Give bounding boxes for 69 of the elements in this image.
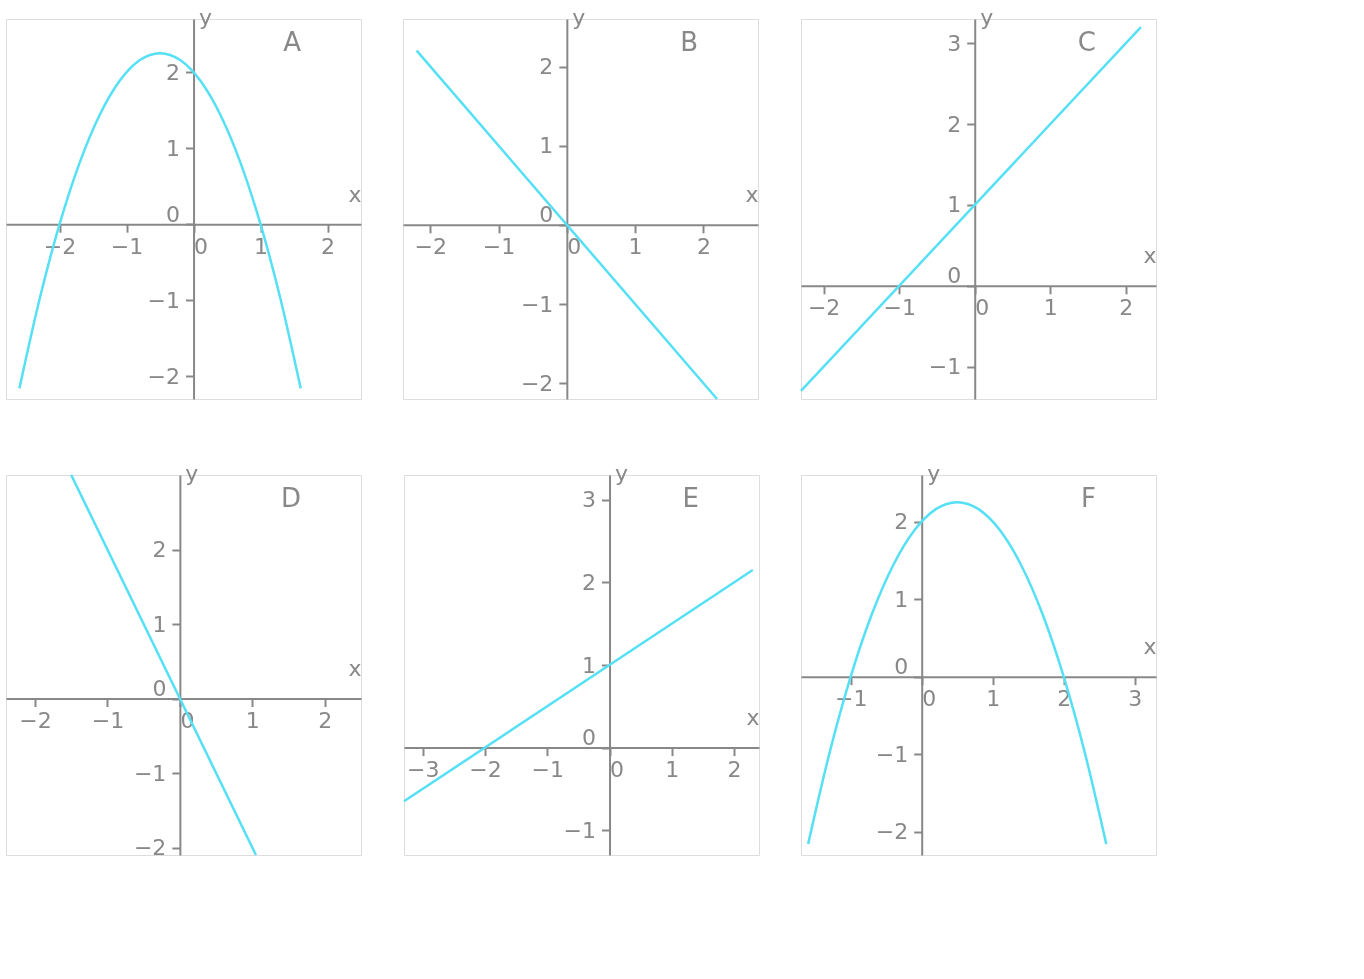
y-tick-label: 0 [539, 202, 554, 228]
y-tick-label: 2 [539, 54, 554, 79]
y-tick-label: 3 [947, 30, 962, 56]
x-axis-title: x [348, 181, 362, 207]
y-tick-label: 1 [166, 135, 181, 161]
x-tick-label: 2 [727, 757, 742, 783]
x-tick-label: −2 [19, 708, 52, 734]
x-axis-title: x [746, 705, 760, 731]
x-tick-label: 3 [1128, 686, 1143, 712]
y-tick-label: 2 [152, 537, 167, 563]
y-tick-label: 0 [166, 201, 181, 227]
x-tick-label: −2 [807, 295, 841, 321]
y-tick-label: −2 [133, 835, 167, 861]
y-tick-label: 2 [947, 111, 962, 137]
line-series [18, 51, 302, 390]
y-axis-title: y [927, 460, 941, 486]
x-tick-label: 2 [1119, 295, 1134, 321]
x-tick-label: −2 [414, 234, 448, 260]
y-axis-title: y [185, 460, 199, 486]
y-tick-label: 0 [894, 654, 909, 680]
x-tick-label: 1 [665, 757, 680, 783]
x-axis-title: x [1143, 634, 1157, 660]
x-tick-label: 0 [975, 295, 990, 321]
y-tick-label: 1 [539, 133, 554, 159]
x-tick-label: 0 [922, 686, 937, 712]
x-axis-title: x [745, 182, 759, 208]
y-tick-label: 1 [894, 586, 909, 612]
y-tick-label: 1 [947, 192, 962, 218]
y-tick-label: 1 [582, 652, 597, 678]
x-tick-label: 0 [194, 233, 209, 259]
x-tick-label: 1 [1043, 295, 1058, 321]
y-tick-label: 3 [582, 487, 597, 513]
x-tick-label: 2 [696, 234, 711, 260]
x-tick-label: 1 [245, 708, 260, 734]
y-tick-label: −1 [563, 817, 597, 843]
x-tick-label: −2 [469, 757, 502, 783]
x-tick-label: 2 [321, 233, 336, 259]
y-tick-label: 1 [152, 611, 167, 637]
y-tick-label: −2 [875, 819, 909, 845]
chart-title: E [682, 483, 699, 513]
y-axis-title: y [615, 460, 629, 486]
y-tick-label: 0 [582, 725, 597, 751]
y-tick-label: −1 [928, 354, 962, 380]
chart-title: D [280, 483, 301, 513]
y-tick-label: −2 [147, 363, 181, 389]
y-tick-label: 2 [166, 59, 181, 85]
y-tick-label: −1 [875, 741, 909, 767]
y-axis-title: y [980, 4, 994, 30]
x-tick-label: −1 [110, 233, 144, 259]
x-axis-title: x [348, 656, 362, 682]
y-axis-title: y [199, 4, 213, 30]
x-tick-label: 1 [254, 233, 269, 259]
y-tick-label: −2 [520, 370, 554, 396]
chart-title: C [1077, 27, 1096, 57]
chart-title: B [680, 27, 698, 57]
x-tick-label: 1 [628, 234, 643, 260]
x-tick-label: −3 [406, 757, 440, 783]
y-tick-label: 0 [947, 263, 962, 289]
x-tick-label: 2 [318, 708, 333, 734]
chart-title: A [283, 27, 302, 57]
x-tick-label: −1 [482, 234, 516, 260]
x-tick-label: −1 [91, 708, 125, 734]
y-axis-title: y [572, 4, 586, 30]
y-tick-label: 2 [894, 509, 909, 535]
x-tick-label: 1 [986, 686, 1001, 712]
x-tick-label: 0 [610, 757, 625, 783]
y-tick-label: 2 [582, 569, 597, 595]
chart-title: F [1081, 483, 1096, 513]
x-axis-title: x [1143, 243, 1157, 269]
